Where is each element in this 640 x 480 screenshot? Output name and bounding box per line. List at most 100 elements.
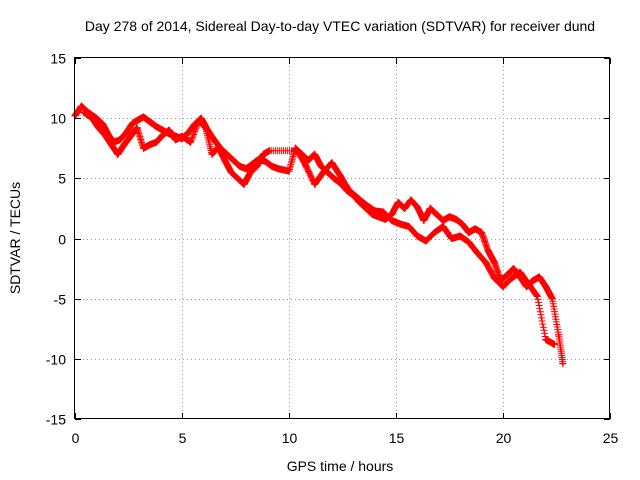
data-point <box>242 165 250 173</box>
series-1 <box>80 108 558 348</box>
data-point <box>490 259 498 267</box>
data-point <box>268 162 276 170</box>
data-point <box>525 280 533 288</box>
data-point <box>247 168 254 176</box>
y-tick-label: -5 <box>54 292 67 308</box>
data-point <box>319 168 327 176</box>
data-point <box>422 237 430 245</box>
x-tick-label: 10 <box>282 430 298 446</box>
data-point <box>542 336 550 344</box>
data-point <box>146 118 154 126</box>
data-point <box>446 213 453 221</box>
y-tick-label: -10 <box>46 352 66 368</box>
data-point <box>388 216 396 224</box>
y-tick-label: 0 <box>58 232 66 248</box>
y-tick-label: 5 <box>58 171 66 187</box>
data-point <box>478 229 486 236</box>
data-point <box>227 168 235 176</box>
data-point <box>362 201 370 209</box>
series-markers <box>71 102 567 368</box>
data-point <box>127 132 135 140</box>
axis-ticks: 0 5 10 15 20 25 -15 -10 -5 0 5 10 15 <box>46 51 619 447</box>
data-point <box>165 126 173 134</box>
data-point <box>330 174 338 182</box>
x-tick-label: 20 <box>496 430 512 446</box>
data-points <box>71 102 567 368</box>
data-point <box>114 150 122 158</box>
data-point <box>448 235 456 242</box>
x-tick-label: 15 <box>389 430 405 446</box>
y-axis-title: SDTVAR / TECUs <box>7 182 23 294</box>
data-point <box>529 277 537 285</box>
data-point <box>458 220 466 228</box>
data-point <box>516 268 524 276</box>
data-point <box>107 141 115 149</box>
y-tick-label: 10 <box>50 111 66 127</box>
data-point <box>159 131 167 139</box>
data-point <box>208 150 216 158</box>
data-point <box>122 129 130 137</box>
data-point <box>379 208 387 216</box>
y-tick-label: -15 <box>46 412 66 428</box>
data-point <box>555 331 563 339</box>
data-point <box>311 150 319 158</box>
x-tick-label: 0 <box>72 430 80 446</box>
data-point <box>266 147 274 155</box>
x-tick-label: 5 <box>179 430 187 446</box>
data-point <box>490 274 498 282</box>
data-point <box>274 165 282 173</box>
data-point <box>285 167 293 175</box>
data-point <box>135 115 143 123</box>
data-point <box>471 225 479 233</box>
data-point <box>229 156 237 164</box>
data-point <box>456 232 464 240</box>
data-point <box>473 249 481 257</box>
data-point <box>146 141 154 149</box>
data-point <box>431 229 438 236</box>
data-point <box>371 207 379 215</box>
data-point <box>484 247 492 254</box>
data-point <box>129 119 137 127</box>
plot-frame <box>74 57 610 419</box>
x-tick-label: 25 <box>603 430 619 446</box>
data-point <box>420 216 428 224</box>
data-point <box>294 147 302 155</box>
data-point <box>88 114 96 122</box>
data-point <box>354 194 361 202</box>
data-point <box>101 131 109 139</box>
data-point <box>302 162 310 170</box>
data-point <box>328 159 336 167</box>
x-axis-title: GPS time / hours <box>287 458 394 474</box>
data-point <box>152 138 160 146</box>
data-point <box>195 117 203 125</box>
data-point <box>413 203 421 211</box>
data-point <box>259 150 267 158</box>
y-tick-label: 15 <box>50 51 66 67</box>
data-point <box>140 144 147 152</box>
data-point <box>95 124 102 132</box>
data-point <box>465 229 473 236</box>
data-point <box>542 283 550 291</box>
data-point <box>253 162 261 170</box>
data-point <box>317 162 325 170</box>
data-point <box>439 223 447 230</box>
data-point <box>508 274 516 282</box>
data-point <box>482 259 490 267</box>
data-point <box>236 162 244 170</box>
data-point <box>120 141 128 149</box>
data-point <box>99 120 107 128</box>
data-point <box>407 196 415 204</box>
data-point <box>439 216 447 224</box>
data-point <box>345 186 353 194</box>
data-point <box>465 238 473 246</box>
data-point <box>452 215 460 223</box>
data-point <box>77 102 85 110</box>
data-point <box>221 156 229 164</box>
data-point <box>396 220 404 228</box>
data-point <box>311 180 319 188</box>
data-point <box>426 204 434 212</box>
data-point <box>187 138 195 146</box>
data-point <box>433 210 441 218</box>
data-point <box>499 283 507 291</box>
